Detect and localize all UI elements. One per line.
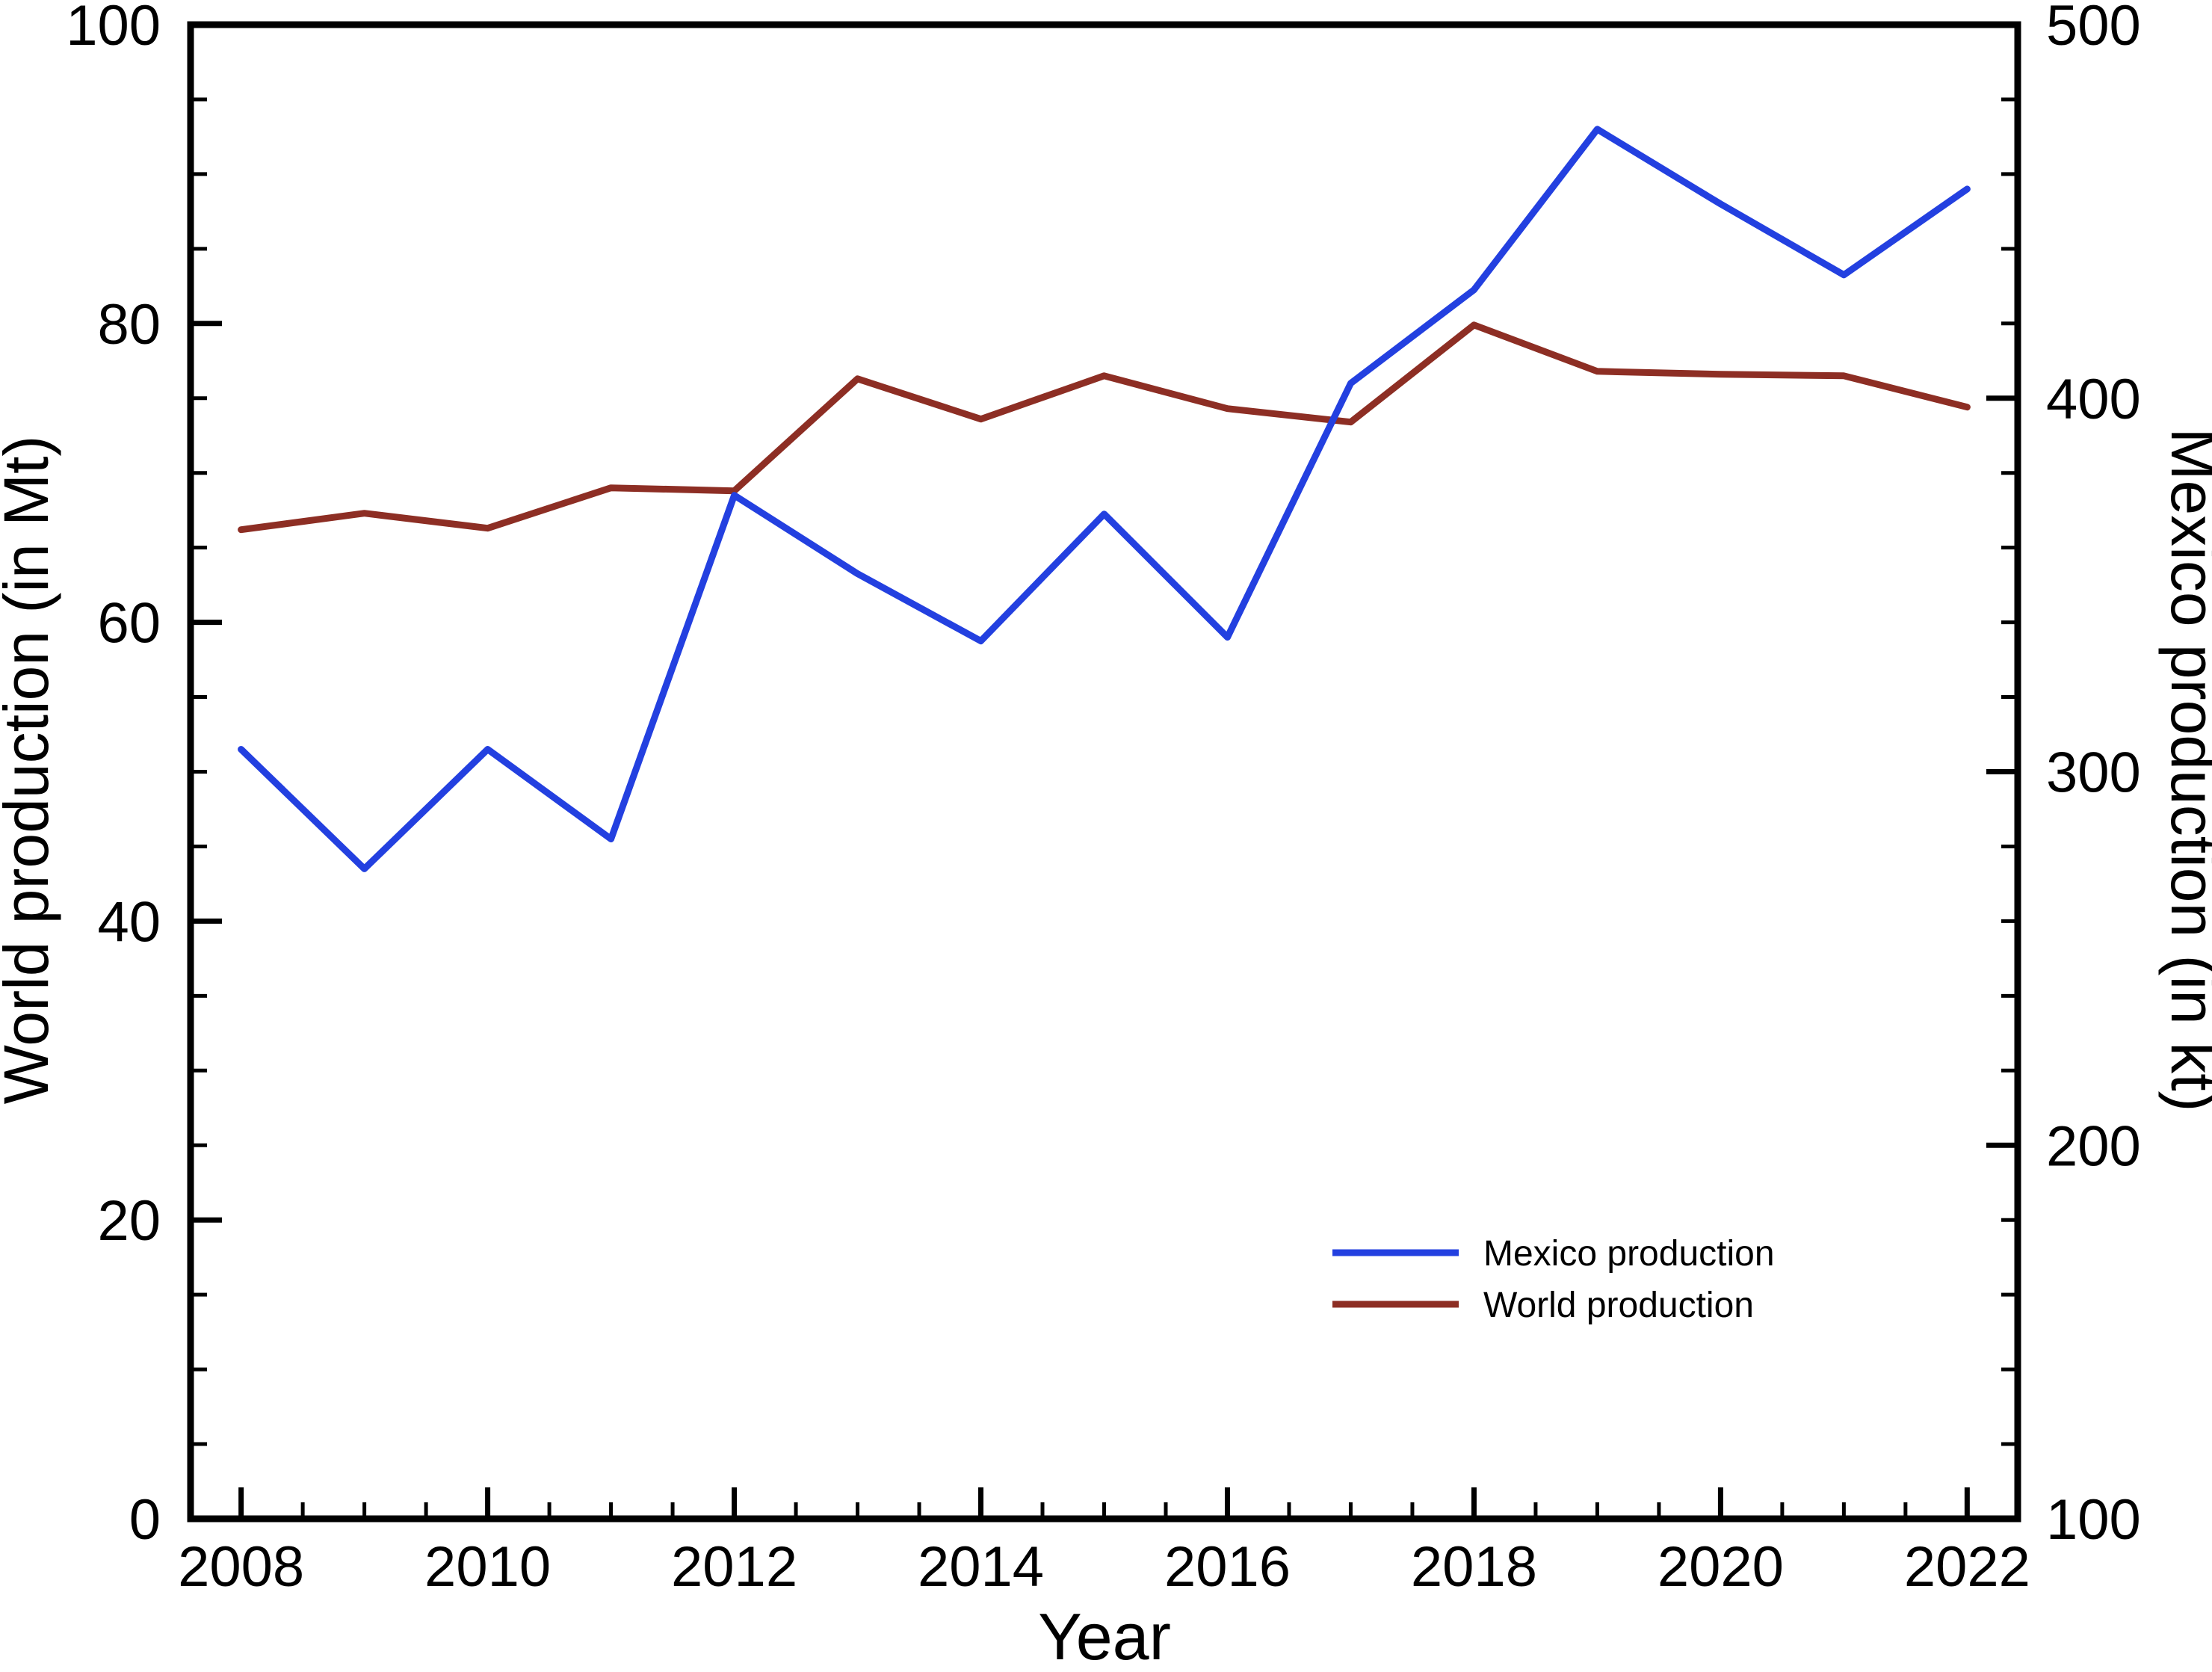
left-tick-label: 0 <box>129 1488 161 1552</box>
right-tick-label: 500 <box>2046 0 2141 58</box>
left-tick-label: 60 <box>97 592 161 655</box>
x-tick-label: 2016 <box>1164 1535 1291 1599</box>
right-axis-title: Mexico production (in kt) <box>2158 428 2212 1111</box>
legend: Mexico production World production <box>1332 1234 1775 1325</box>
left-axis-title: World production (in Mt) <box>0 436 61 1105</box>
right-tick-label: 400 <box>2046 368 2141 431</box>
x-tick-label: 2022 <box>1904 1535 2030 1599</box>
legend-label-mexico: Mexico production <box>1483 1234 1775 1274</box>
data-series <box>238 126 1971 872</box>
left-tick-label: 40 <box>97 890 161 954</box>
x-tick-label: 2012 <box>671 1535 797 1599</box>
x-axis-title: Year <box>1038 1599 1171 1672</box>
right-tick-label: 200 <box>2046 1114 2141 1178</box>
series-line-world-production <box>238 321 1971 534</box>
plot-frame <box>187 21 2021 1523</box>
axis-tick-labels: 2008 2010 2012 2014 2016 2018 2020 2022 0 20 40 60 8… <box>66 0 2141 1599</box>
left-tick-label: 80 <box>97 293 161 357</box>
right-tick-label: 300 <box>2046 741 2141 805</box>
x-tick-label: 2018 <box>1411 1535 1537 1599</box>
legend-label-world: World production <box>1483 1286 1754 1325</box>
left-tick-label: 20 <box>97 1189 161 1253</box>
left-tick-label: 100 <box>66 0 161 58</box>
right-tick-label: 100 <box>2046 1488 2141 1552</box>
x-tick-label: 2020 <box>1658 1535 1784 1599</box>
x-tick-label: 2014 <box>918 1535 1044 1599</box>
series-line-mexico-production <box>238 126 1971 872</box>
x-tick-label: 2008 <box>178 1535 304 1599</box>
x-tick-label: 2010 <box>424 1535 551 1599</box>
